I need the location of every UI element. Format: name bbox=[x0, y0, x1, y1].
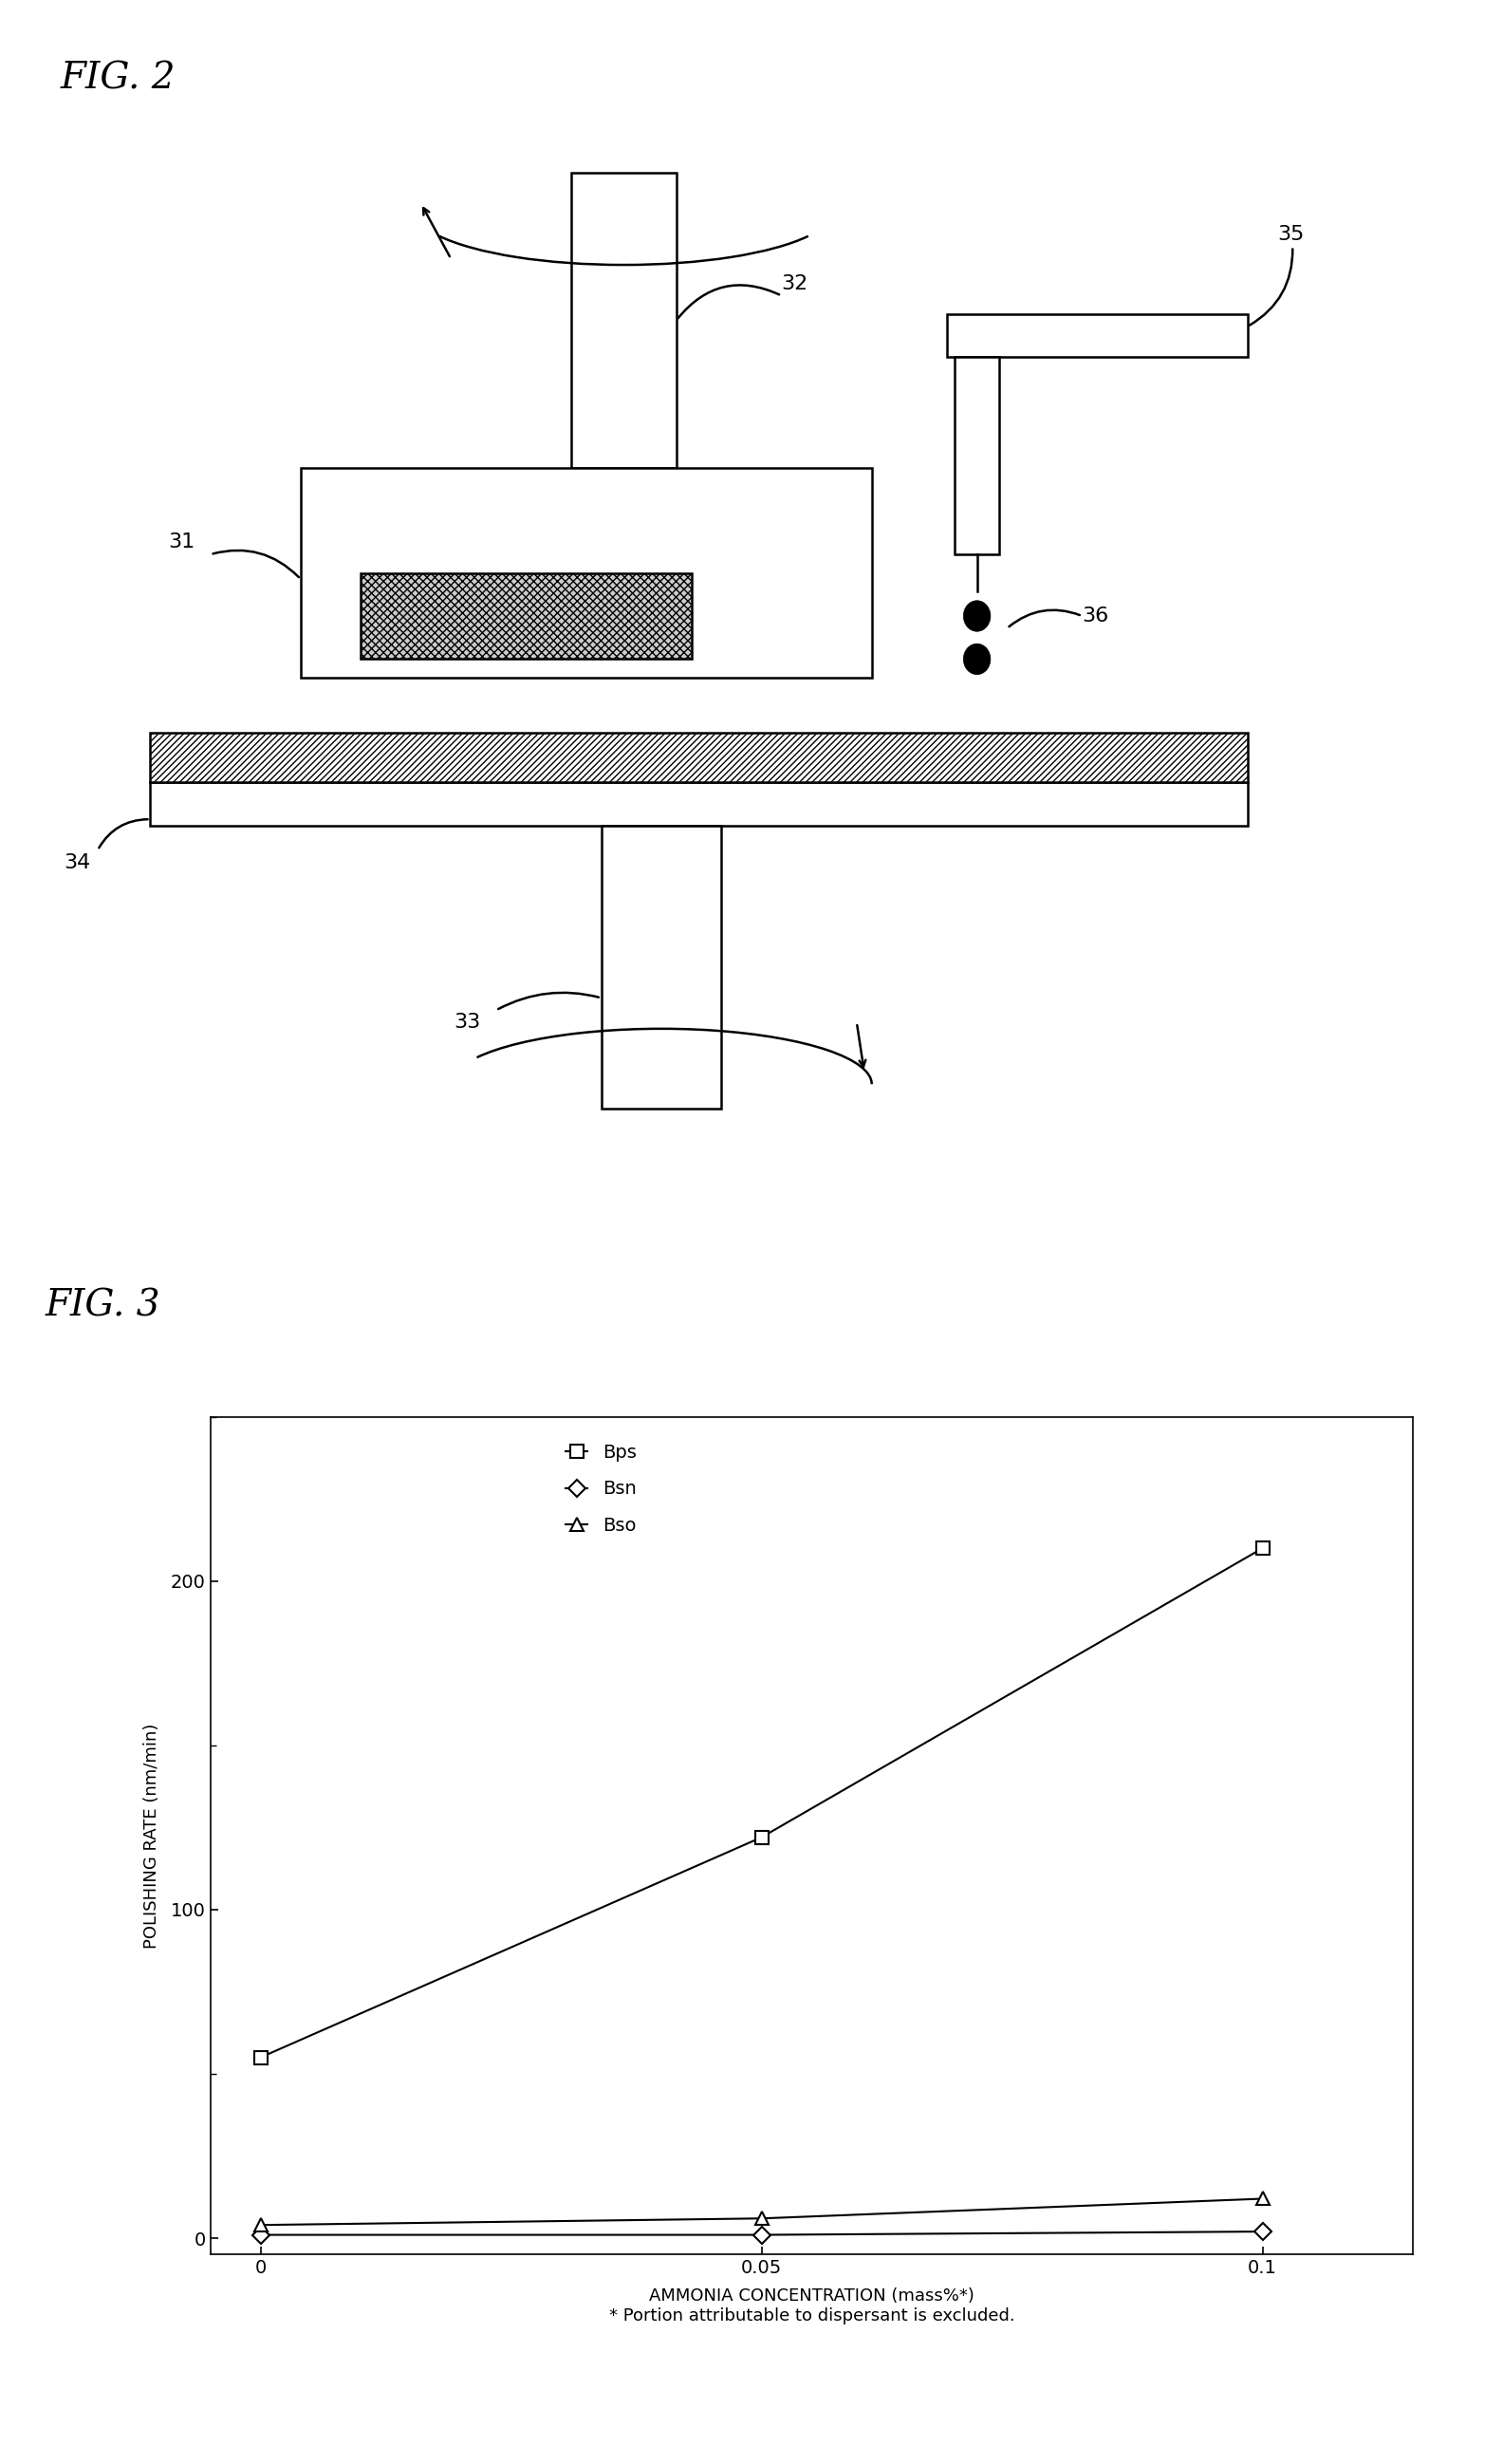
Line: Bps: Bps bbox=[254, 1542, 1269, 2065]
Legend: Bps, Bsn, Bso: Bps, Bsn, Bso bbox=[556, 1434, 646, 1545]
Bso bbox=[251, 2210, 269, 2240]
Line: Bsn: Bsn bbox=[254, 2225, 1269, 2240]
Text: 33: 33 bbox=[454, 1013, 481, 1032]
Text: 34: 34 bbox=[63, 853, 90, 872]
Bar bbox=[150, 781, 1247, 825]
Bso bbox=[753, 2203, 771, 2232]
Text: 31: 31 bbox=[168, 532, 195, 552]
Ellipse shape bbox=[963, 643, 990, 675]
Text: FIG. 2: FIG. 2 bbox=[60, 62, 176, 96]
Bps bbox=[1254, 1533, 1272, 1562]
Text: FIG. 3: FIG. 3 bbox=[45, 1289, 161, 1323]
Bar bbox=[301, 468, 872, 678]
Bar bbox=[601, 825, 721, 1109]
Bps bbox=[251, 2043, 269, 2072]
Bar bbox=[954, 357, 999, 554]
Bar bbox=[947, 315, 1247, 357]
Y-axis label: POLISHING RATE (nm/min): POLISHING RATE (nm/min) bbox=[143, 1722, 161, 1949]
Bar bbox=[150, 734, 1247, 784]
Line: Bso: Bso bbox=[254, 2193, 1269, 2232]
Bps bbox=[753, 1823, 771, 1853]
Text: 36: 36 bbox=[1082, 606, 1109, 626]
X-axis label: AMMONIA CONCENTRATION (mass%*)
* Portion attributable to dispersant is excluded.: AMMONIA CONCENTRATION (mass%*) * Portion… bbox=[609, 2287, 1015, 2324]
Bsn bbox=[251, 2220, 269, 2250]
Bsn bbox=[1254, 2218, 1272, 2247]
Bso bbox=[1254, 2183, 1272, 2213]
Text: 35: 35 bbox=[1278, 224, 1305, 244]
Text: 32: 32 bbox=[782, 274, 809, 293]
Ellipse shape bbox=[963, 601, 990, 631]
Bar bbox=[571, 172, 676, 468]
Bar bbox=[361, 572, 691, 658]
Bsn bbox=[753, 2220, 771, 2250]
